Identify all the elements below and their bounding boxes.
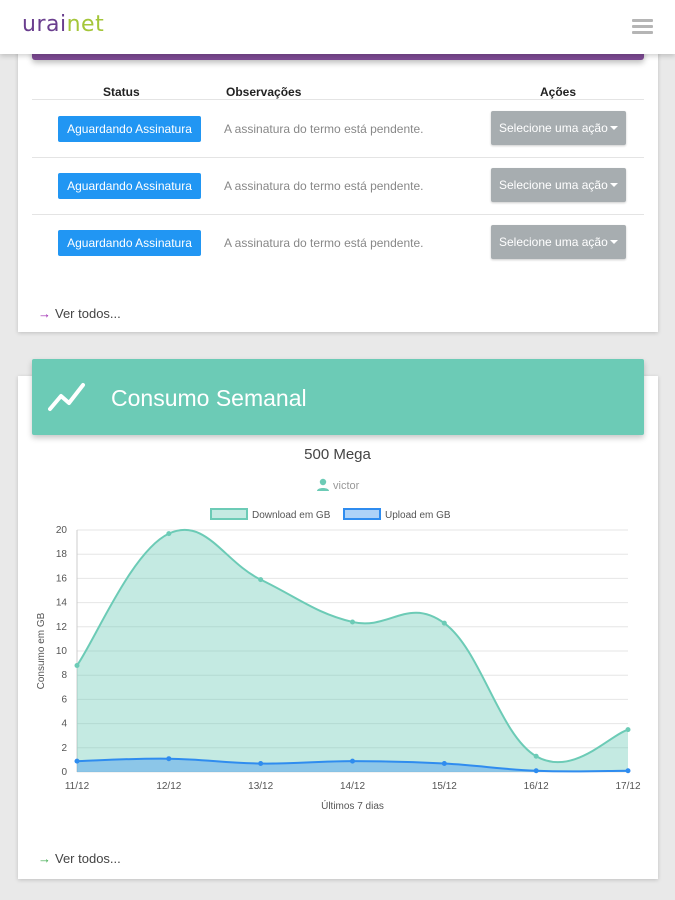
user-icon	[317, 478, 329, 491]
observation-text: A assinatura do termo está pendente.	[224, 122, 424, 136]
caret-down-icon	[610, 126, 618, 130]
data-point	[258, 577, 264, 583]
logo-part2: net	[66, 12, 105, 37]
see-all-contracts-link[interactable]: → Ver todos...	[38, 306, 121, 321]
caret-down-icon	[610, 240, 618, 244]
top-bar: urainet	[0, 0, 675, 54]
data-point	[533, 753, 539, 759]
data-point	[441, 761, 447, 767]
see-all-label: Ver todos...	[55, 306, 121, 321]
status-badge: Aguardando Assinatura	[58, 173, 201, 199]
legend-swatch	[210, 508, 248, 520]
arrow-right-icon: →	[38, 851, 51, 866]
legend-label: Upload em GB	[385, 510, 451, 521]
y-tick-label: 6	[61, 694, 67, 705]
arrow-right-icon: →	[38, 306, 51, 321]
trending-up-icon	[48, 383, 85, 411]
urainet-logo[interactable]: urainet	[22, 12, 104, 37]
action-select-label: Selecione uma ação	[499, 178, 608, 192]
y-tick-label: 18	[56, 549, 68, 560]
x-axis-label: Últimos 7 dias	[321, 799, 384, 812]
x-tick-label: 16/12	[524, 781, 549, 792]
y-tick-label: 16	[56, 573, 68, 584]
data-point	[74, 758, 80, 764]
hamburger-icon[interactable]	[632, 19, 653, 34]
series-area	[77, 529, 628, 772]
data-point	[350, 619, 355, 625]
status-badge: Aguardando Assinatura	[58, 116, 201, 142]
column-header-actions: Ações	[540, 85, 577, 99]
x-tick-label: 11/12	[65, 781, 90, 792]
y-tick-label: 20	[56, 525, 68, 536]
weekly-consumption-card: → Ver todos...	[18, 376, 658, 879]
status-badge: Aguardando Assinatura	[58, 230, 201, 256]
divider	[32, 214, 644, 215]
legend-swatch	[343, 508, 381, 520]
y-tick-label: 12	[56, 622, 68, 633]
x-tick-label: 17/12	[615, 781, 640, 792]
y-tick-label: 10	[56, 646, 68, 657]
x-tick-label: 12/12	[156, 781, 181, 792]
observation-text: A assinatura do termo está pendente.	[224, 179, 424, 193]
legend-label: Download em GB	[252, 510, 331, 521]
data-point	[258, 761, 264, 767]
y-tick-label: 4	[61, 719, 67, 730]
consumption-chart: 0 2 4 6 8 10 12 14 16 18 20 11/12 12/12 13/12 14/12 15/…	[36, 508, 641, 812]
data-point	[441, 620, 447, 626]
y-tick-label: 8	[61, 670, 67, 681]
see-all-consumption-link[interactable]: → Ver todos...	[38, 851, 121, 866]
action-select-label: Selecione uma ação	[499, 235, 608, 249]
consumption-title: Consumo Semanal	[111, 385, 307, 411]
column-header-observations: Observações	[226, 85, 302, 99]
see-all-label: Ver todos...	[55, 851, 121, 866]
action-select[interactable]: Selecione uma ação	[491, 168, 626, 202]
data-point	[625, 768, 631, 774]
observation-text: A assinatura do termo está pendente.	[224, 236, 424, 250]
data-point	[74, 663, 80, 669]
contracts-card: Status Observações Ações Aguardando Assi…	[18, 40, 658, 332]
caret-down-icon	[610, 183, 618, 187]
data-point	[533, 768, 539, 774]
plan-name: 500 Mega	[304, 446, 371, 463]
x-tick-label: 15/12	[432, 781, 457, 792]
divider	[32, 99, 644, 100]
y-tick-label: 2	[61, 743, 67, 754]
user-label: victor	[316, 478, 359, 492]
column-header-status: Status	[103, 85, 140, 99]
consumption-header: Consumo Semanal	[32, 359, 644, 435]
y-tick-label: 0	[61, 767, 67, 778]
data-point	[625, 727, 631, 733]
y-axis-label: Consumo em GB	[36, 612, 47, 689]
action-select[interactable]: Selecione uma ação	[491, 111, 626, 145]
logo-part1: urai	[22, 12, 67, 37]
data-point	[166, 531, 172, 537]
user-name: victor	[333, 480, 360, 492]
y-tick-label: 14	[56, 598, 68, 609]
x-tick-label: 13/12	[248, 781, 273, 792]
action-select[interactable]: Selecione uma ação	[491, 225, 626, 259]
x-tick-label: 14/12	[340, 781, 365, 792]
data-point	[350, 758, 355, 764]
divider	[32, 157, 644, 158]
action-select-label: Selecione uma ação	[499, 121, 608, 135]
data-point	[166, 756, 172, 762]
